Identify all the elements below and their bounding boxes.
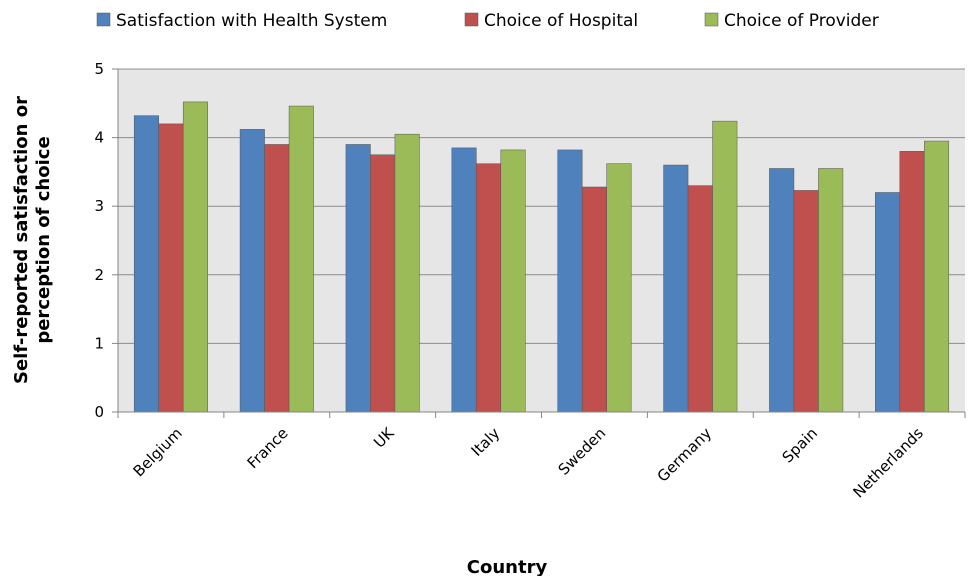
bar-spain-series-1 bbox=[769, 168, 795, 413]
x-tick-label: Germany bbox=[654, 424, 716, 486]
bar-belgium-series-3 bbox=[182, 101, 208, 413]
legend: Satisfaction with Health System Choice of… bbox=[96, 11, 879, 31]
y-axis-title-line: Self-reported satisfaction or bbox=[11, 96, 32, 384]
y-tick-label: 1 bbox=[94, 334, 104, 352]
bar-germany-series-3 bbox=[712, 120, 738, 413]
x-axis-title: Country bbox=[467, 557, 548, 576]
bar-uk-series-2 bbox=[370, 154, 396, 413]
y-axis-title-line: perception of choice bbox=[33, 136, 54, 343]
x-tick-label: Italy bbox=[468, 424, 504, 460]
x-tick-label: Spain bbox=[779, 424, 821, 466]
bar-germany-series-1 bbox=[663, 164, 689, 413]
axes bbox=[117, 69, 966, 418]
x-tick-label: Belgium bbox=[130, 424, 186, 480]
legend-swatch bbox=[464, 12, 479, 27]
bar-uk-series-3 bbox=[394, 133, 420, 413]
y-tick-label: 2 bbox=[94, 266, 104, 284]
x-tick-label: UK bbox=[370, 423, 398, 451]
bar-spain-series-2 bbox=[793, 190, 819, 413]
legend-label: Choice of Hospital bbox=[484, 11, 638, 31]
bar-netherlands-series-3 bbox=[924, 140, 950, 413]
y-tick-label: 0 bbox=[94, 403, 104, 421]
bar-sweden-series-3 bbox=[606, 163, 632, 413]
bar-germany-series-2 bbox=[687, 185, 713, 413]
y-tick-labels: 0 1 2 3 4 5 bbox=[94, 60, 104, 421]
bar-belgium-series-2 bbox=[158, 123, 184, 413]
legend-label: Satisfaction with Health System bbox=[116, 11, 387, 31]
bar-france-series-2 bbox=[264, 144, 290, 413]
legend-swatch bbox=[704, 12, 719, 27]
bar-sweden-series-1 bbox=[557, 149, 583, 413]
y-tick-label: 5 bbox=[94, 60, 104, 78]
x-tick-label: Netherlands bbox=[850, 424, 928, 502]
bar-netherlands-series-1 bbox=[875, 192, 901, 413]
bar-spain-series-3 bbox=[818, 168, 844, 413]
y-tick-label: 4 bbox=[94, 129, 104, 147]
bar-france-series-3 bbox=[288, 105, 314, 413]
bar-italy-series-2 bbox=[476, 163, 502, 413]
bar-sweden-series-2 bbox=[581, 186, 607, 413]
legend-swatch bbox=[96, 12, 111, 27]
bar-uk-series-1 bbox=[345, 144, 371, 413]
bar-belgium-series-1 bbox=[133, 115, 159, 413]
y-tick-label: 3 bbox=[94, 197, 104, 215]
bar-italy-series-3 bbox=[500, 149, 526, 413]
bars bbox=[133, 101, 950, 413]
legend-label: Choice of Provider bbox=[724, 11, 879, 31]
bar-netherlands-series-2 bbox=[899, 151, 925, 413]
y-axis-title: Self-reported satisfaction or perception … bbox=[11, 96, 54, 384]
bar-france-series-1 bbox=[239, 129, 265, 413]
bar-italy-series-1 bbox=[451, 147, 477, 413]
x-tick-label: Sweden bbox=[555, 424, 610, 479]
x-tick-labels: Belgium France UK Italy Sweden Germany Spain Ne… bbox=[130, 423, 927, 501]
x-tick-label: France bbox=[244, 424, 292, 472]
